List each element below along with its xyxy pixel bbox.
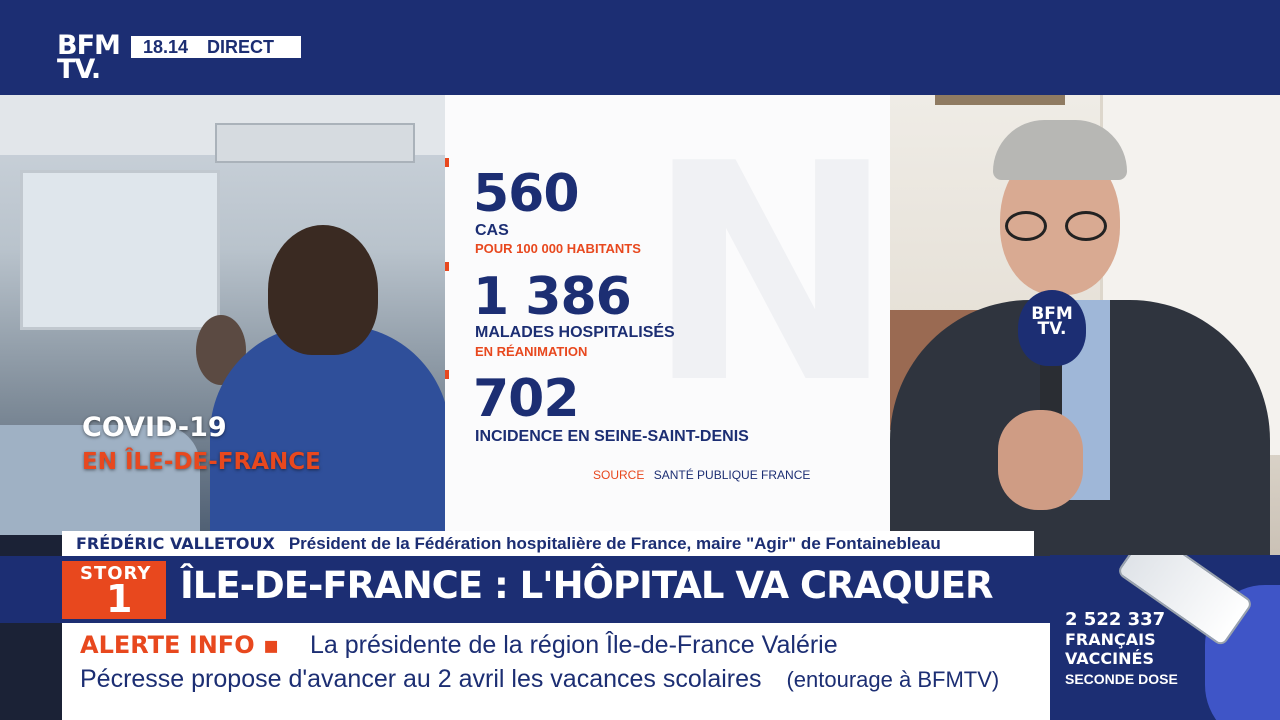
logo-line-1: BFM <box>57 30 121 61</box>
stat-marker <box>445 262 449 271</box>
footage-doctor-head <box>268 225 378 355</box>
vaccine-line-1: FRANÇAIS <box>1065 630 1156 649</box>
data-source: SOURCE SANTÉ PUBLIQUE FRANCE <box>593 468 810 482</box>
channel-logo: BFM TV. <box>57 30 121 85</box>
source-label: SOURCE <box>593 468 645 482</box>
alert-line-2: Pécresse propose d'avancer au 2 avril le… <box>80 665 762 693</box>
guest-video: BFM TV. <box>890 95 1280 565</box>
headline-text: ÎLE-DE-FRANCE : L'HÔPITAL VA CRAQUER <box>180 564 994 607</box>
guest-role: Président de la Fédération hospitalière … <box>288 533 941 553</box>
wall-frame <box>935 95 1065 105</box>
footage-bed <box>0 425 200 535</box>
vaccine-count: 2 522 337 <box>1065 609 1166 630</box>
story-label: STORY <box>80 563 152 584</box>
microphone-icon: BFM TV. <box>1018 290 1086 366</box>
guest-name-strip: FRÉDÉRIC VALLETOUX Président de la Fédér… <box>62 531 1034 556</box>
guest-hand <box>998 410 1083 510</box>
footage-window <box>20 170 220 330</box>
footage-monitor <box>215 123 415 163</box>
stats-panel: N 560 CAS POUR 100 000 HABITANTS 1 386 M… <box>445 95 890 535</box>
topic-title: COVID-19 <box>82 412 227 443</box>
stat-label: MALADES HOSPITALISÉS <box>475 324 675 341</box>
headline-bar <box>0 556 1050 623</box>
stat-label: CAS <box>475 222 509 239</box>
live-label: DIRECT <box>207 36 274 57</box>
vaccine-counter: 2 522 337 FRANÇAIS VACCINÉS SECONDE DOSE <box>1050 555 1280 720</box>
alert-ticker: ALERTE INFO ▪ La présidente de la région… <box>62 623 1050 720</box>
mic-label-1: BFM <box>1031 304 1073 324</box>
live-indicator: 18.14 DIRECT <box>131 36 301 58</box>
hospital-footage <box>0 95 445 535</box>
broadcast-time: 18.14 <box>143 36 189 57</box>
guest-name: FRÉDÉRIC VALLETOUX <box>76 534 275 553</box>
top-bar: BFM TV. 18.14 DIRECT <box>0 0 1280 95</box>
footage-doctor-body <box>210 325 445 535</box>
topic-subtitle: EN ÎLE-DE-FRANCE <box>82 449 321 475</box>
story-number: 1 <box>106 577 133 621</box>
stat-sublabel: EN RÉANIMATION <box>475 344 588 359</box>
mic-label-2: TV. <box>1037 319 1067 339</box>
logo-line-2: TV. <box>57 54 101 85</box>
vaccine-line-2: VACCINÉS <box>1065 649 1154 668</box>
alert-source: (entourage à BFMTV) <box>786 667 1000 692</box>
watermark-letter: N <box>645 100 890 449</box>
guest-glasses <box>1005 211 1115 241</box>
stat-marker <box>445 158 449 167</box>
alert-label: ALERTE INFO ▪ <box>80 631 280 659</box>
stat-value: 1 386 <box>473 267 632 327</box>
vaccine-line-3: SECONDE DOSE <box>1065 671 1178 687</box>
alert-line-2-wrap: Pécresse propose d'avancer au 2 avril le… <box>80 665 999 694</box>
source-value: SANTÉ PUBLIQUE FRANCE <box>653 468 811 482</box>
stat-value: 560 <box>473 164 580 224</box>
stat-sublabel: POUR 100 000 HABITANTS <box>475 241 641 256</box>
stat-marker <box>445 370 449 379</box>
stat-value: 702 <box>473 369 580 429</box>
stat-label: INCIDENCE EN SEINE-SAINT-DENIS <box>475 428 749 445</box>
alert-line-1: La présidente de la région Île-de-France… <box>310 631 838 659</box>
story-badge: STORY 1 <box>62 561 166 621</box>
guest-hair <box>993 120 1127 180</box>
